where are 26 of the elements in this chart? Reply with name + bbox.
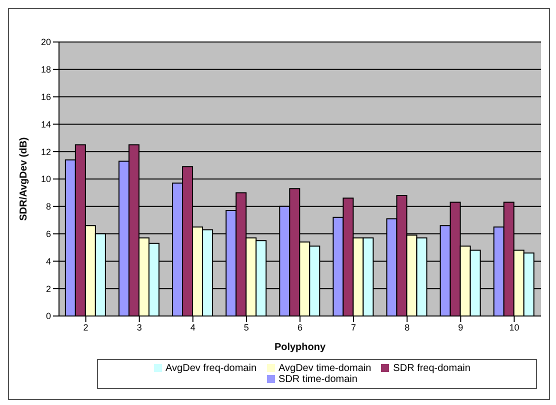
y-tick-label: 0 (46, 311, 51, 322)
x-tick-label: 4 (190, 322, 196, 332)
x-tick-label: 7 (351, 322, 356, 332)
y-tick-label: 12 (40, 146, 51, 157)
y-axis-title: SDR/AvgDev (dB) (18, 137, 30, 221)
y-tick-label: 4 (46, 256, 51, 266)
x-axis-title: Polyphony (274, 342, 326, 353)
x-tick-label: 3 (136, 322, 142, 332)
x-tick-label: 2 (83, 322, 88, 332)
y-tick-label: 14 (40, 119, 51, 130)
legend-label: SDR freq-domain (393, 363, 470, 374)
legend-label: AvgDev freq-domain (166, 363, 257, 374)
y-tick-label: 8 (46, 202, 51, 212)
y-tick-label: 20 (40, 37, 51, 48)
x-tick-label: 9 (458, 322, 464, 332)
x-tick-label: 10 (509, 322, 520, 332)
legend-label: SDR time-domain (278, 374, 358, 385)
y-tick-label: 16 (40, 92, 51, 102)
y-tick-label: 10 (40, 174, 51, 184)
x-tick-label: 5 (244, 322, 249, 332)
y-tick-label: 2 (46, 284, 51, 294)
x-tick-label: 8 (404, 322, 410, 332)
x-tick-label: 6 (297, 322, 303, 332)
y-tick-label: 6 (46, 228, 51, 239)
y-tick-label: 18 (40, 64, 51, 75)
legend-label: AvgDev time-domain (278, 363, 372, 374)
